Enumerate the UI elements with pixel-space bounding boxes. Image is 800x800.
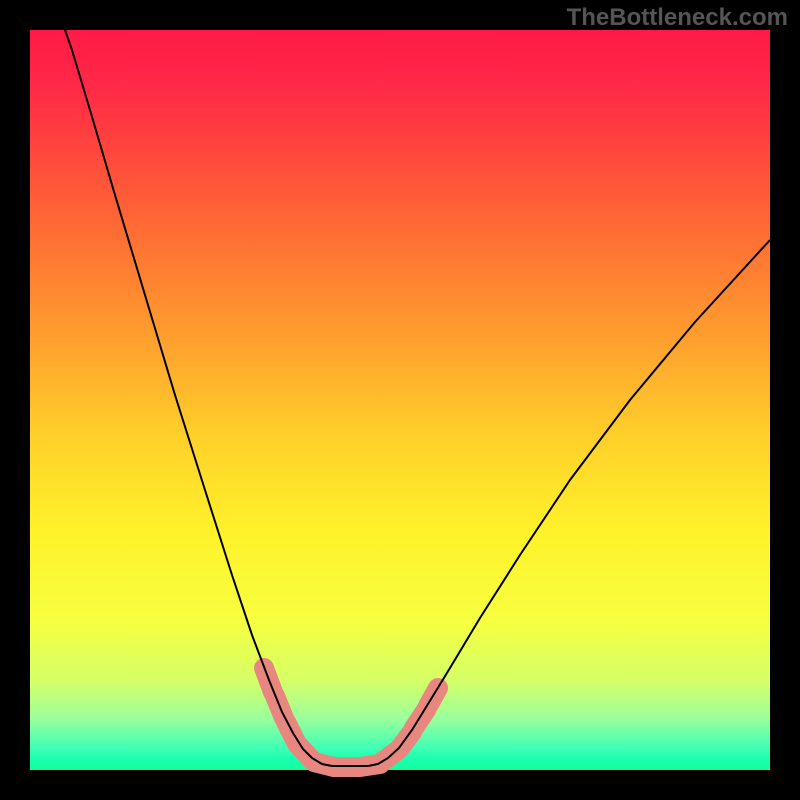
chart-container: TheBottleneck.com bbox=[0, 0, 800, 800]
chart-svg bbox=[0, 0, 800, 800]
watermark-text: TheBottleneck.com bbox=[567, 4, 788, 32]
plot-background bbox=[30, 30, 770, 770]
